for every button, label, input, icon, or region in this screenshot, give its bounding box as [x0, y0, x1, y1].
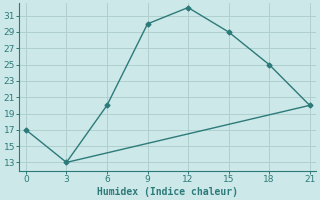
X-axis label: Humidex (Indice chaleur): Humidex (Indice chaleur)	[97, 186, 238, 197]
